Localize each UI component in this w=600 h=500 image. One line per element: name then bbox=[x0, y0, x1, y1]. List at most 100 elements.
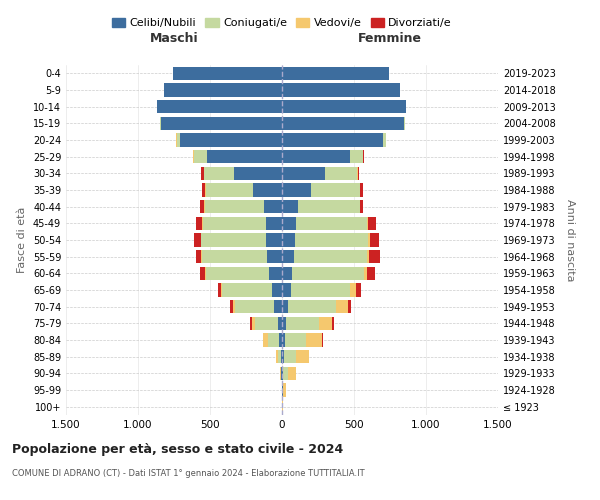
Y-axis label: Fasce di età: Fasce di età bbox=[17, 207, 27, 273]
Bar bbox=[203, 166, 204, 180]
Bar bbox=[367, 266, 375, 280]
Bar bbox=[205, 184, 206, 196]
Bar bbox=[205, 200, 264, 213]
Bar bbox=[322, 334, 323, 346]
Bar bbox=[290, 284, 350, 296]
Bar bbox=[282, 200, 298, 213]
Bar bbox=[282, 350, 284, 364]
Bar bbox=[269, 266, 282, 280]
Bar bbox=[200, 266, 205, 280]
Text: Maschi: Maschi bbox=[149, 32, 199, 45]
Bar bbox=[204, 166, 235, 180]
Bar bbox=[202, 166, 203, 180]
Bar bbox=[383, 134, 386, 146]
Bar bbox=[284, 350, 296, 364]
Bar bbox=[268, 334, 279, 346]
Bar bbox=[253, 184, 282, 196]
Bar bbox=[325, 166, 357, 180]
Bar bbox=[204, 200, 205, 213]
Bar bbox=[282, 366, 283, 380]
Bar bbox=[203, 216, 266, 230]
Bar bbox=[282, 84, 400, 96]
Bar bbox=[282, 300, 289, 314]
Legend: Celibi/Nubili, Coniugati/e, Vedovi/e, Divorziati/e: Celibi/Nubili, Coniugati/e, Vedovi/e, Di… bbox=[109, 14, 455, 32]
Bar bbox=[202, 216, 203, 230]
Bar bbox=[193, 150, 194, 164]
Bar bbox=[368, 216, 376, 230]
Bar bbox=[206, 184, 253, 196]
Bar bbox=[282, 316, 286, 330]
Bar bbox=[164, 84, 282, 96]
Bar bbox=[161, 116, 282, 130]
Bar bbox=[404, 116, 405, 130]
Bar bbox=[296, 350, 308, 364]
Bar bbox=[279, 334, 282, 346]
Bar bbox=[285, 334, 307, 346]
Bar bbox=[282, 184, 311, 196]
Bar bbox=[282, 334, 285, 346]
Bar bbox=[368, 234, 370, 246]
Bar bbox=[360, 200, 361, 213]
Bar bbox=[202, 250, 267, 264]
Bar bbox=[350, 150, 362, 164]
Bar bbox=[278, 350, 281, 364]
Bar bbox=[202, 184, 205, 196]
Bar bbox=[194, 150, 207, 164]
Bar bbox=[177, 134, 180, 146]
Bar bbox=[200, 234, 202, 246]
Bar bbox=[281, 366, 282, 380]
Bar bbox=[283, 384, 286, 396]
Bar bbox=[283, 366, 288, 380]
Bar bbox=[176, 134, 177, 146]
Y-axis label: Anni di nascita: Anni di nascita bbox=[565, 198, 575, 281]
Bar bbox=[282, 384, 283, 396]
Bar bbox=[350, 284, 356, 296]
Bar bbox=[319, 316, 332, 330]
Bar bbox=[173, 66, 282, 80]
Bar bbox=[278, 316, 282, 330]
Bar bbox=[282, 250, 293, 264]
Bar bbox=[282, 150, 350, 164]
Bar bbox=[282, 100, 406, 114]
Bar bbox=[267, 250, 282, 264]
Bar bbox=[282, 234, 295, 246]
Bar bbox=[311, 184, 360, 196]
Bar bbox=[264, 200, 282, 213]
Bar bbox=[288, 366, 296, 380]
Bar bbox=[263, 334, 268, 346]
Bar bbox=[194, 234, 200, 246]
Text: Femmine: Femmine bbox=[358, 32, 422, 45]
Bar bbox=[275, 350, 278, 364]
Bar bbox=[205, 266, 206, 280]
Bar bbox=[369, 250, 380, 264]
Bar bbox=[266, 216, 282, 230]
Bar bbox=[250, 316, 252, 330]
Bar bbox=[360, 184, 361, 196]
Bar bbox=[296, 216, 367, 230]
Bar bbox=[266, 234, 282, 246]
Bar bbox=[289, 300, 336, 314]
Text: Popolazione per età, sesso e stato civile - 2024: Popolazione per età, sesso e stato civil… bbox=[12, 442, 343, 456]
Bar bbox=[180, 134, 282, 146]
Bar bbox=[347, 300, 351, 314]
Bar bbox=[202, 234, 266, 246]
Bar bbox=[207, 150, 282, 164]
Bar bbox=[282, 116, 404, 130]
Bar bbox=[282, 284, 290, 296]
Bar bbox=[361, 200, 364, 213]
Bar bbox=[280, 366, 281, 380]
Bar bbox=[196, 250, 202, 264]
Bar bbox=[282, 166, 325, 180]
Bar bbox=[230, 300, 233, 314]
Bar bbox=[235, 166, 282, 180]
Bar bbox=[307, 334, 322, 346]
Bar bbox=[218, 284, 221, 296]
Bar bbox=[298, 200, 360, 213]
Bar bbox=[356, 284, 361, 296]
Bar bbox=[157, 100, 282, 114]
Bar bbox=[364, 266, 367, 280]
Bar bbox=[254, 316, 278, 330]
Bar bbox=[282, 216, 296, 230]
Bar bbox=[293, 250, 367, 264]
Bar bbox=[358, 166, 359, 180]
